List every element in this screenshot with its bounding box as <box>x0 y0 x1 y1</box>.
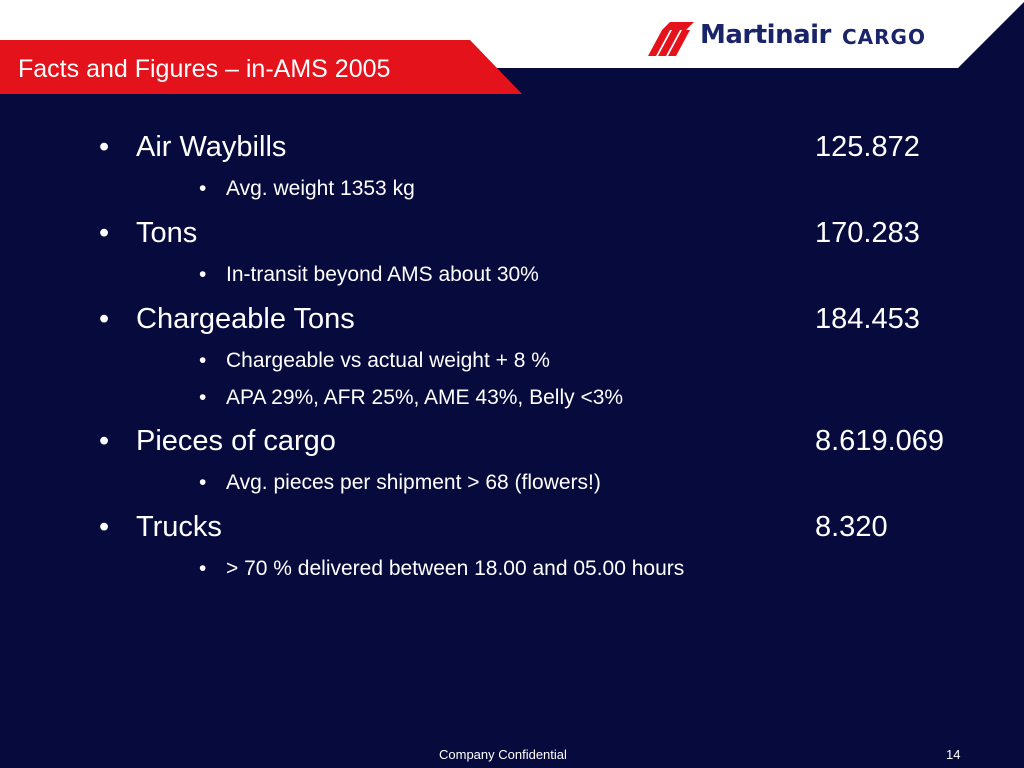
sub-bullet-icon: • <box>199 177 207 200</box>
bullet-icon: • <box>99 425 110 457</box>
martinair-cargo-logo: Martinair CARGO <box>642 16 942 58</box>
item-value: 8.320 <box>815 511 888 543</box>
item-value: 184.453 <box>815 303 920 335</box>
footer-confidential: Company Confidential <box>439 747 567 762</box>
item-label: Chargeable Tons <box>136 303 355 335</box>
page-title: Facts and Figures – in-AMS 2005 <box>18 55 391 83</box>
sub-bullet-icon: • <box>199 263 207 286</box>
logo-name: Martinair <box>700 20 831 50</box>
logo-suffix: CARGO <box>842 25 926 49</box>
item-value: 170.283 <box>815 217 920 249</box>
page-number: 14 <box>946 747 961 762</box>
sub-bullet-icon: • <box>199 386 207 409</box>
sub-item-text: APA 29%, AFR 25%, AME 43%, Belly <3% <box>226 386 624 409</box>
item-value: 125.872 <box>815 131 920 163</box>
bullet-icon: • <box>99 511 110 543</box>
martinair-wing-icon <box>648 22 694 56</box>
sub-item-text: Avg. weight 1353 kg <box>226 177 415 200</box>
sub-item-text: > 70 % delivered between 18.00 and 05.00… <box>226 557 685 580</box>
item-label: Air Waybills <box>136 131 287 163</box>
header-shapes <box>0 0 1024 94</box>
header-band: Facts and Figures – in-AMS 2005 Martinai… <box>0 0 1024 96</box>
item-label: Tons <box>136 217 198 249</box>
bullet-icon: • <box>99 303 110 335</box>
sub-bullet-icon: • <box>199 471 207 494</box>
sub-bullet-icon: • <box>199 557 207 580</box>
sub-item-text: Avg. pieces per shipment > 68 (flowers!) <box>226 471 601 494</box>
item-label: Pieces of cargo <box>136 425 336 457</box>
sub-item-text: Chargeable vs actual weight + 8 % <box>226 349 550 372</box>
item-label: Trucks <box>136 511 222 543</box>
item-value: 8.619.069 <box>815 425 945 457</box>
sub-bullet-icon: • <box>199 349 207 372</box>
bullet-icon: • <box>99 217 110 249</box>
bullet-icon: • <box>99 131 110 163</box>
sub-item-text: In-transit beyond AMS about 30% <box>226 263 539 286</box>
